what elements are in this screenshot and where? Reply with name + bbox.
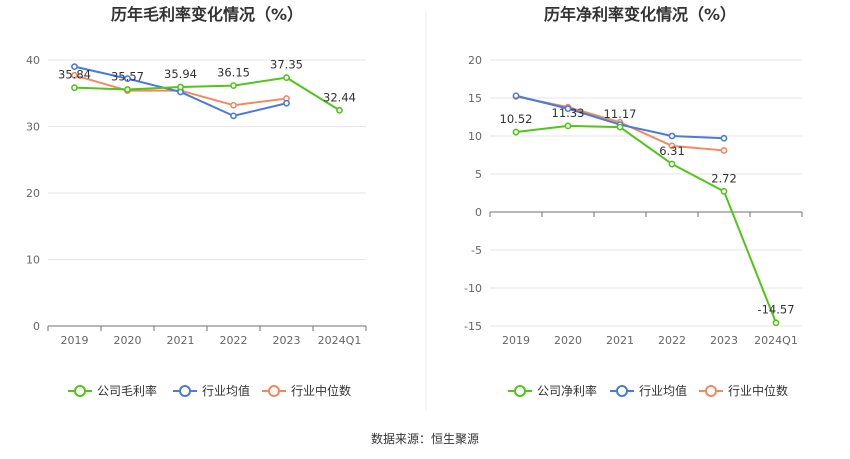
chart-title: 历年毛利率变化情况（%） [111, 5, 303, 24]
data-label: 6.31 [659, 144, 685, 158]
legend-marker [705, 385, 717, 397]
data-point [616, 123, 624, 131]
x-tick-label: 2021 [606, 334, 634, 347]
y-tick-label: 40 [26, 54, 40, 67]
data-label: 32.44 [323, 90, 356, 104]
x-tick-label: 2023 [273, 334, 301, 347]
legend-label: 行业均值 [639, 383, 687, 398]
y-tick-label: 10 [26, 254, 40, 267]
data-point [230, 82, 237, 90]
chart-2: 历年净利率变化情况（%） -15 -10 -5 0 5 10 15 20 2019 2020 2021… [464, 5, 803, 398]
x-tick-label: 2020 [554, 334, 582, 347]
y-tick-label: 15 [468, 92, 482, 105]
legend-label: 行业中位数 [728, 383, 788, 398]
legend-marker [179, 385, 191, 397]
y-tick-label: 20 [26, 187, 40, 200]
data-point [772, 319, 780, 327]
data-label: 37.35 [270, 58, 303, 72]
x-tick-label: 2022 [658, 334, 686, 347]
data-point [124, 86, 131, 93]
data-point [283, 74, 290, 82]
source-label: 数据来源：恒生聚源 [371, 431, 479, 446]
chart-1: 历年毛利率变化情况（%） 0 10 20 30 40 2019 2020 2021 2022 202… [26, 5, 367, 398]
x-tick-label: 2020 [114, 334, 142, 347]
legend-item-2: 行业均值 [173, 383, 250, 398]
data-point [336, 106, 343, 114]
data-label: 11.17 [604, 107, 637, 121]
legend-item-3: 行业中位数 [699, 383, 788, 398]
legend-label: 公司净利率 [537, 383, 597, 398]
data-label: -14.57 [757, 303, 794, 317]
legend-item-3: 行业中位数 [262, 383, 351, 398]
data-label: 36.15 [217, 66, 250, 80]
x-tick-label: 2024Q1 [754, 334, 798, 347]
legend-label: 行业均值 [202, 383, 250, 398]
legend-item-1: 公司毛利率 [68, 383, 157, 398]
legend-marker [514, 385, 526, 397]
data-label: 2.72 [711, 171, 737, 185]
legend-marker [616, 385, 628, 397]
x-tick-label: 2019 [502, 334, 530, 347]
legend-label: 行业中位数 [291, 383, 351, 398]
y-tick-label: -15 [464, 320, 482, 333]
data-label: 35.94 [164, 67, 197, 81]
y-tick-label: -10 [464, 282, 482, 295]
x-tick-label: 2022 [220, 334, 248, 347]
legend-label: 公司毛利率 [97, 383, 157, 398]
y-tick-label: 20 [468, 54, 482, 67]
data-point [564, 122, 572, 130]
legend-marker [74, 385, 86, 397]
legend-marker [268, 385, 280, 397]
data-point [230, 112, 237, 120]
data-label: 35.57 [111, 69, 144, 83]
data-point [124, 75, 131, 83]
data-point [668, 142, 676, 150]
data-point [564, 105, 572, 113]
x-tick-label: 2024Q1 [318, 334, 362, 347]
data-point [71, 84, 78, 92]
y-tick-label: 5 [475, 168, 482, 181]
data-label: 10.52 [500, 112, 533, 126]
legend-item-1: 公司净利率 [508, 383, 597, 398]
data-point [720, 134, 728, 142]
x-tick-label: 2019 [61, 334, 89, 347]
data-point [668, 132, 676, 140]
data-point [720, 187, 728, 195]
data-point [512, 92, 520, 100]
data-label: 11.33 [552, 106, 585, 120]
x-tick-label: 2023 [710, 334, 738, 347]
data-point [71, 71, 78, 79]
y-tick-label: 10 [468, 130, 482, 143]
chart-title: 历年净利率变化情况（%） [544, 5, 736, 24]
data-point [230, 101, 237, 109]
data-point [283, 99, 290, 107]
y-tick-label: 0 [475, 206, 482, 219]
series-line-1 [74, 76, 341, 112]
data-point [177, 83, 184, 91]
y-tick-label: 30 [26, 121, 40, 134]
legend-item-2: 行业均值 [610, 383, 687, 398]
y-tick-label: 0 [33, 320, 40, 333]
data-label: 35.84 [58, 68, 91, 82]
data-point [720, 147, 728, 154]
y-tick-label: -5 [471, 244, 482, 257]
data-point [668, 160, 676, 168]
x-tick-label: 2021 [167, 334, 195, 347]
data-point [512, 128, 520, 136]
series-line-1 [515, 124, 777, 324]
data-point [71, 63, 78, 71]
